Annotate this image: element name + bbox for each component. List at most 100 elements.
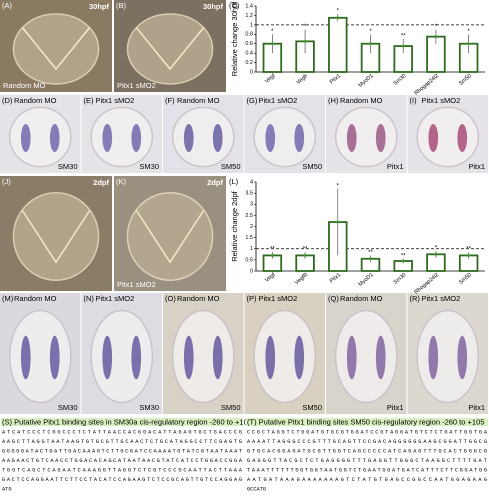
stain: [183, 123, 194, 153]
y-tick-label: 1.5: [245, 235, 253, 241]
embryo: [171, 309, 235, 404]
y-tick-label: 3: [250, 202, 253, 208]
stain: [20, 123, 31, 153]
y-tick-label: 1.4: [245, 3, 253, 9]
sequence-line: TAAATTTTTTGGTGGTAATGGTCTGAATGGATGATCATTT…: [247, 467, 487, 473]
data-point: [402, 44, 405, 48]
gene-label: SM50: [302, 403, 322, 412]
gene-label: Pitx1: [387, 162, 404, 171]
data-point: [369, 42, 372, 45]
panel-label: (H): [328, 96, 339, 105]
gene-label: SM30: [139, 162, 159, 171]
embryo: [416, 106, 480, 168]
stain: [49, 123, 60, 153]
panel-label: (P): [247, 294, 258, 303]
panel-label: (Q): [328, 294, 339, 303]
stain: [294, 123, 305, 153]
data-point: [336, 16, 339, 19]
embryo: [253, 106, 317, 168]
significance: *: [435, 24, 438, 30]
gene-label: SM50: [302, 162, 322, 171]
stain: [212, 335, 223, 380]
significance: **: [368, 250, 373, 256]
panel-title: Pitx1 sMO2: [422, 294, 461, 303]
stain: [131, 335, 142, 380]
data-point: [303, 254, 307, 257]
embryo: [334, 106, 398, 168]
gene-label: Pitx1: [468, 162, 485, 171]
stain: [457, 335, 468, 380]
stain: [131, 123, 142, 153]
embryo: [12, 192, 100, 281]
data-point: [402, 259, 405, 263]
skeleton: [21, 210, 91, 264]
stain: [183, 335, 194, 380]
bar: [328, 16, 348, 73]
panel-label: (D): [2, 96, 13, 105]
panel-title: Random MO: [340, 294, 383, 303]
stain: [346, 335, 357, 380]
panel-title: Pitx1 sMO2: [422, 96, 461, 105]
gene-label: Pitx1: [468, 403, 485, 412]
skeleton: [135, 27, 205, 71]
title-highlight: [246, 418, 488, 426]
y-tick-label: 2.5: [245, 213, 253, 219]
y-tick-label: 1.2: [245, 13, 253, 19]
stain: [102, 123, 113, 153]
data-point: [271, 42, 274, 45]
significance: *: [435, 246, 438, 252]
x-tick-label: Vegf: [264, 73, 277, 85]
stage-label: 2dpf: [93, 178, 109, 187]
data-point: [369, 257, 372, 260]
y-tick-label: 3.5: [245, 191, 253, 197]
stage-label: 30hpf: [203, 2, 224, 11]
skeleton: [21, 27, 91, 71]
y-tick-label: 0.4: [245, 51, 253, 57]
condition-label: Pitx1 sMO2: [117, 280, 156, 289]
y-tick-label: 0: [250, 69, 253, 75]
embryo: [8, 309, 72, 404]
sequence-line: GGGGGATACTGATTGACAAAGTCTTGCGATCCAAAATGTA…: [2, 448, 242, 454]
sequence-line: ATCATCCCTCGGCCCTCTATTAACCACGGACATTAGAGTG…: [2, 429, 242, 435]
stain: [428, 335, 439, 380]
y-tick-label: 2: [250, 224, 253, 230]
embryo: [171, 106, 235, 168]
embryo: [253, 309, 317, 404]
y-tick-label: 0: [250, 268, 253, 274]
stain: [265, 123, 276, 153]
y-tick-label: 0.6: [245, 41, 253, 47]
significance: *: [369, 29, 372, 35]
panel-title: Pitx1 sMO2: [96, 96, 135, 105]
stain: [428, 123, 439, 153]
y-axis-label: Relative change 2dpf: [230, 190, 239, 261]
panel-title: Pitx1 sMO2: [96, 294, 135, 303]
stain: [375, 335, 386, 380]
y-axis-label: Relative change 30hpf: [230, 1, 239, 77]
significance: *: [337, 183, 340, 189]
data-point: [336, 220, 339, 224]
significance: **: [303, 247, 308, 253]
sequence-line: GACTCCAGGAATTCTTCCTACATCCAGAAGTCTCCGCAGT…: [2, 477, 242, 483]
sequence-line: AATGATAAAGAAAAAAAGTCTATGTGAGCCGGCCAATGGA…: [247, 477, 487, 483]
condition-label: Pitx1 sMO2: [117, 81, 156, 90]
gene-label: Pitx1: [387, 403, 404, 412]
stage-label: 30hpf: [89, 2, 110, 11]
panel-label: (F): [165, 96, 175, 105]
panel-label: (N): [84, 294, 95, 303]
panel-title: Random MO: [14, 294, 57, 303]
stain: [346, 123, 357, 153]
panel-label: (C): [229, 1, 240, 10]
y-tick-label: 0.8: [245, 32, 253, 38]
embryo: [126, 13, 214, 85]
panel-label: (E): [84, 96, 95, 105]
embryo: [90, 309, 154, 404]
stain: [212, 123, 223, 153]
sequence-title: (T) Putative Pitx1 binding sites SM50 ci…: [247, 417, 484, 426]
data-point: [271, 254, 274, 257]
sequence-line: AAGAACTGTCAACCTGGACACAGCATAATAACGTATCATC…: [2, 458, 243, 464]
embryo: [90, 106, 154, 168]
chart-bg: [228, 176, 489, 291]
data-point: [303, 40, 307, 43]
stain: [294, 335, 305, 380]
